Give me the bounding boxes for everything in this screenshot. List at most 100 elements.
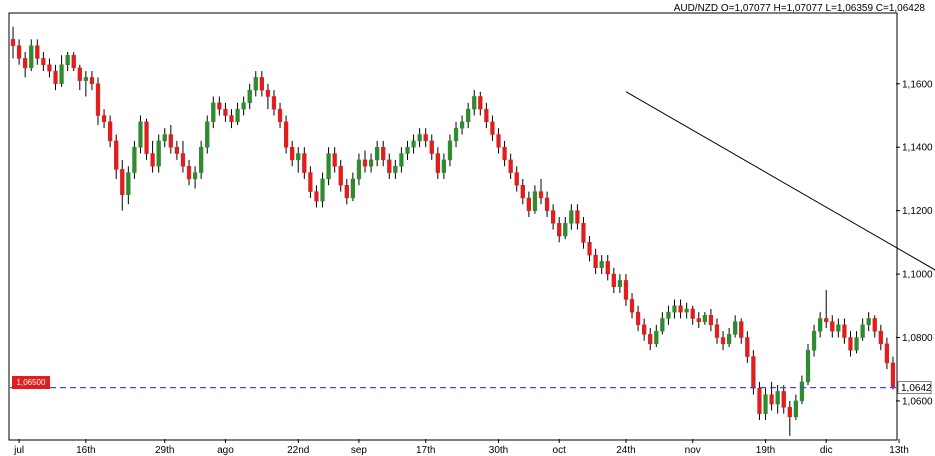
candle-body	[684, 308, 689, 313]
candle-body	[326, 153, 331, 180]
candle-body	[83, 77, 88, 81]
candle-body	[144, 121, 149, 154]
candle-body	[95, 83, 101, 116]
candle-body	[199, 146, 204, 173]
candle-body	[484, 108, 489, 123]
candle-body	[344, 185, 349, 199]
candle-body	[59, 64, 64, 85]
candle-body	[611, 273, 616, 288]
candle-body	[399, 153, 404, 167]
candle-body	[648, 334, 653, 345]
candle-body	[830, 321, 835, 332]
candle-body	[872, 318, 877, 332]
candle-body	[71, 54, 76, 69]
candle-body	[332, 153, 337, 167]
candle-body	[854, 337, 859, 351]
candle-body	[775, 391, 780, 405]
candle-body	[836, 324, 841, 332]
candle-body	[642, 324, 647, 335]
x-tick-label: 17th	[416, 445, 435, 456]
candle-body	[362, 159, 368, 167]
plot-frame	[8, 12, 898, 441]
candle-body	[629, 299, 635, 313]
candle-body	[690, 308, 695, 319]
candle-body	[532, 191, 538, 211]
candle-body	[235, 108, 240, 123]
candle-body	[223, 108, 228, 116]
candle-body	[654, 330, 659, 345]
y-axis: 1,1600 1,1400 1,1200 1,1000 1,0800 1,0600	[896, 79, 933, 407]
y-tick-label: 1,1000	[902, 270, 933, 281]
candle-body	[114, 140, 119, 170]
x-tick-label: dic	[820, 445, 833, 456]
candle-body	[884, 343, 890, 364]
candle-body	[599, 261, 604, 268]
candle-body	[77, 67, 82, 81]
candle-body	[283, 121, 289, 148]
y-tick-label: 1,1600	[902, 79, 933, 90]
candle-body	[763, 394, 768, 414]
candle-body	[350, 178, 356, 199]
candle-body	[478, 96, 483, 110]
candle-body	[824, 318, 829, 322]
candle-body	[302, 153, 307, 173]
candle-body	[47, 64, 52, 72]
x-tick-label: oct	[553, 445, 567, 456]
candle-body	[787, 407, 792, 418]
candle-body	[769, 394, 774, 405]
candle-body	[818, 318, 823, 332]
candle-body	[35, 45, 40, 59]
candle-body	[338, 165, 343, 186]
candle-body	[290, 146, 295, 161]
candle-body	[696, 318, 701, 322]
candle-body	[405, 146, 410, 154]
candle-body	[745, 337, 750, 357]
candle-body	[714, 324, 720, 338]
candle-body	[150, 153, 155, 167]
candle-body	[453, 127, 459, 142]
candle-body	[10, 39, 16, 46]
candle-body	[41, 58, 46, 65]
candle-body	[842, 324, 847, 338]
candle-body	[672, 305, 677, 313]
candle-body	[866, 318, 871, 326]
candle-body	[569, 210, 574, 224]
candle-body	[726, 334, 732, 345]
candle-body	[423, 134, 428, 142]
candle-body	[466, 108, 471, 123]
current-price-tag-box	[897, 381, 932, 394]
candle-body	[174, 146, 180, 154]
x-tick-label: 19th	[756, 445, 775, 456]
candle-body	[557, 223, 562, 237]
candle-body	[605, 261, 610, 275]
x-tick-label: 30th	[489, 445, 508, 456]
candle-body	[587, 242, 592, 256]
candle-body	[192, 172, 198, 180]
x-tick-label: 22nd	[287, 445, 309, 456]
candle-body	[229, 115, 234, 123]
candle-body	[563, 223, 568, 237]
candle-body	[848, 337, 853, 351]
candle-body	[635, 311, 641, 326]
candle-body	[793, 400, 799, 418]
candle-body	[447, 140, 453, 161]
trendline	[625, 91, 935, 271]
candle-body	[544, 197, 550, 211]
candle-body	[23, 58, 28, 69]
candle-body	[860, 324, 865, 338]
candle-body	[186, 165, 192, 180]
candle-body	[381, 146, 386, 161]
candle-body	[368, 159, 374, 167]
candle-body	[678, 305, 683, 313]
candle-body	[666, 311, 671, 319]
candle-body	[751, 356, 756, 389]
candle-body	[89, 77, 95, 85]
candle-body	[296, 153, 301, 161]
x-tick-label: nov	[685, 445, 701, 456]
candle-body	[739, 321, 744, 338]
candle-body	[308, 172, 313, 192]
candle-body	[593, 254, 598, 268]
candle-body	[490, 121, 495, 135]
